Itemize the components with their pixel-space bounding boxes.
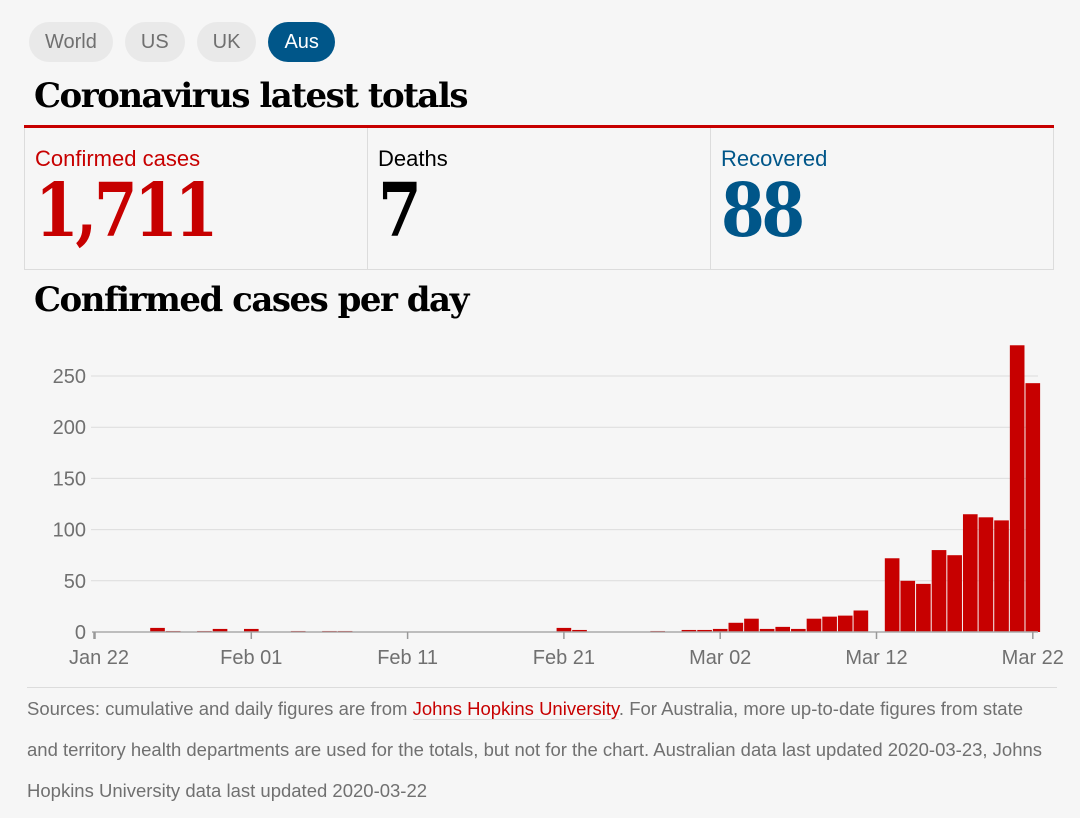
y-tick-label: 50 [64,571,86,593]
x-tick-label: Mar 12 [845,647,907,669]
x-tick-label: Feb 11 [377,647,438,669]
bar [697,629,712,632]
bar [728,622,744,632]
source-prefix: Sources: cumulative and daily figures ar… [27,698,413,719]
bar [884,558,900,632]
tab-us[interactable]: US [124,22,185,62]
recovered-cell: Recovered 88 [710,128,1054,269]
bar [994,520,1009,632]
bar [759,628,775,632]
recovered-value: 88 [721,168,805,254]
bar [150,627,165,632]
recovered-label: Recovered [721,146,828,171]
bar [900,580,916,632]
x-tick-label: Jan 22 [69,647,129,669]
bar [806,618,822,632]
deaths-cell: Deaths 7 [367,128,710,269]
y-tick-label: 200 [53,417,86,439]
deaths-label: Deaths [378,146,448,171]
bar [916,583,931,632]
bar [1025,383,1041,632]
bar [212,628,228,632]
chart-title: Confirmed cases per day [34,280,469,320]
tab-aus[interactable]: Aus [268,22,335,62]
source-note: Sources: cumulative and daily figures ar… [27,687,1057,811]
bar [243,628,259,632]
bar [744,618,759,632]
bar [822,616,837,632]
bar [791,628,806,632]
x-tick-label: Feb 01 [220,647,282,669]
y-tick-label: 150 [53,468,86,490]
y-tick-label: 0 [75,622,86,644]
totals-panel: Confirmed cases 1,711 Deaths 7 Recovered… [24,125,1054,270]
region-tabs: World US UK Aus [29,22,335,62]
jhu-link[interactable]: Johns Hopkins University [412,698,619,720]
confirmed-cell: Confirmed cases 1,711 [24,128,367,269]
source-suffix: . For Australia, more up-to-date figures… [27,698,1043,801]
bar [572,629,587,632]
bar [1009,345,1025,632]
tab-uk[interactable]: UK [196,22,257,62]
x-tick-label: Feb 21 [533,647,595,669]
bar [962,514,978,632]
y-tick-label: 250 [53,366,86,388]
deaths-value: 7 [378,168,422,254]
cases-per-day-chart: 0 50 100 150 200 250 Jan 22 Feb 01 Feb 11 Feb 21 M… [53,345,1064,669]
y-tick-label: 100 [53,520,86,542]
bar [931,550,947,632]
confirmed-label: Confirmed cases [35,146,201,171]
x-tick-label: Mar 22 [1002,647,1064,669]
bar [837,615,853,632]
page-title: Coronavirus latest totals [34,76,469,116]
bar [556,627,572,632]
confirmed-value: 1,711 [35,168,218,254]
bar [775,626,791,632]
bar [712,628,728,632]
bar [978,517,994,632]
bar [853,610,869,632]
bar [947,555,962,632]
tab-world[interactable]: World [29,22,113,62]
bar [681,629,697,632]
x-tick-label: Mar 02 [689,647,751,669]
